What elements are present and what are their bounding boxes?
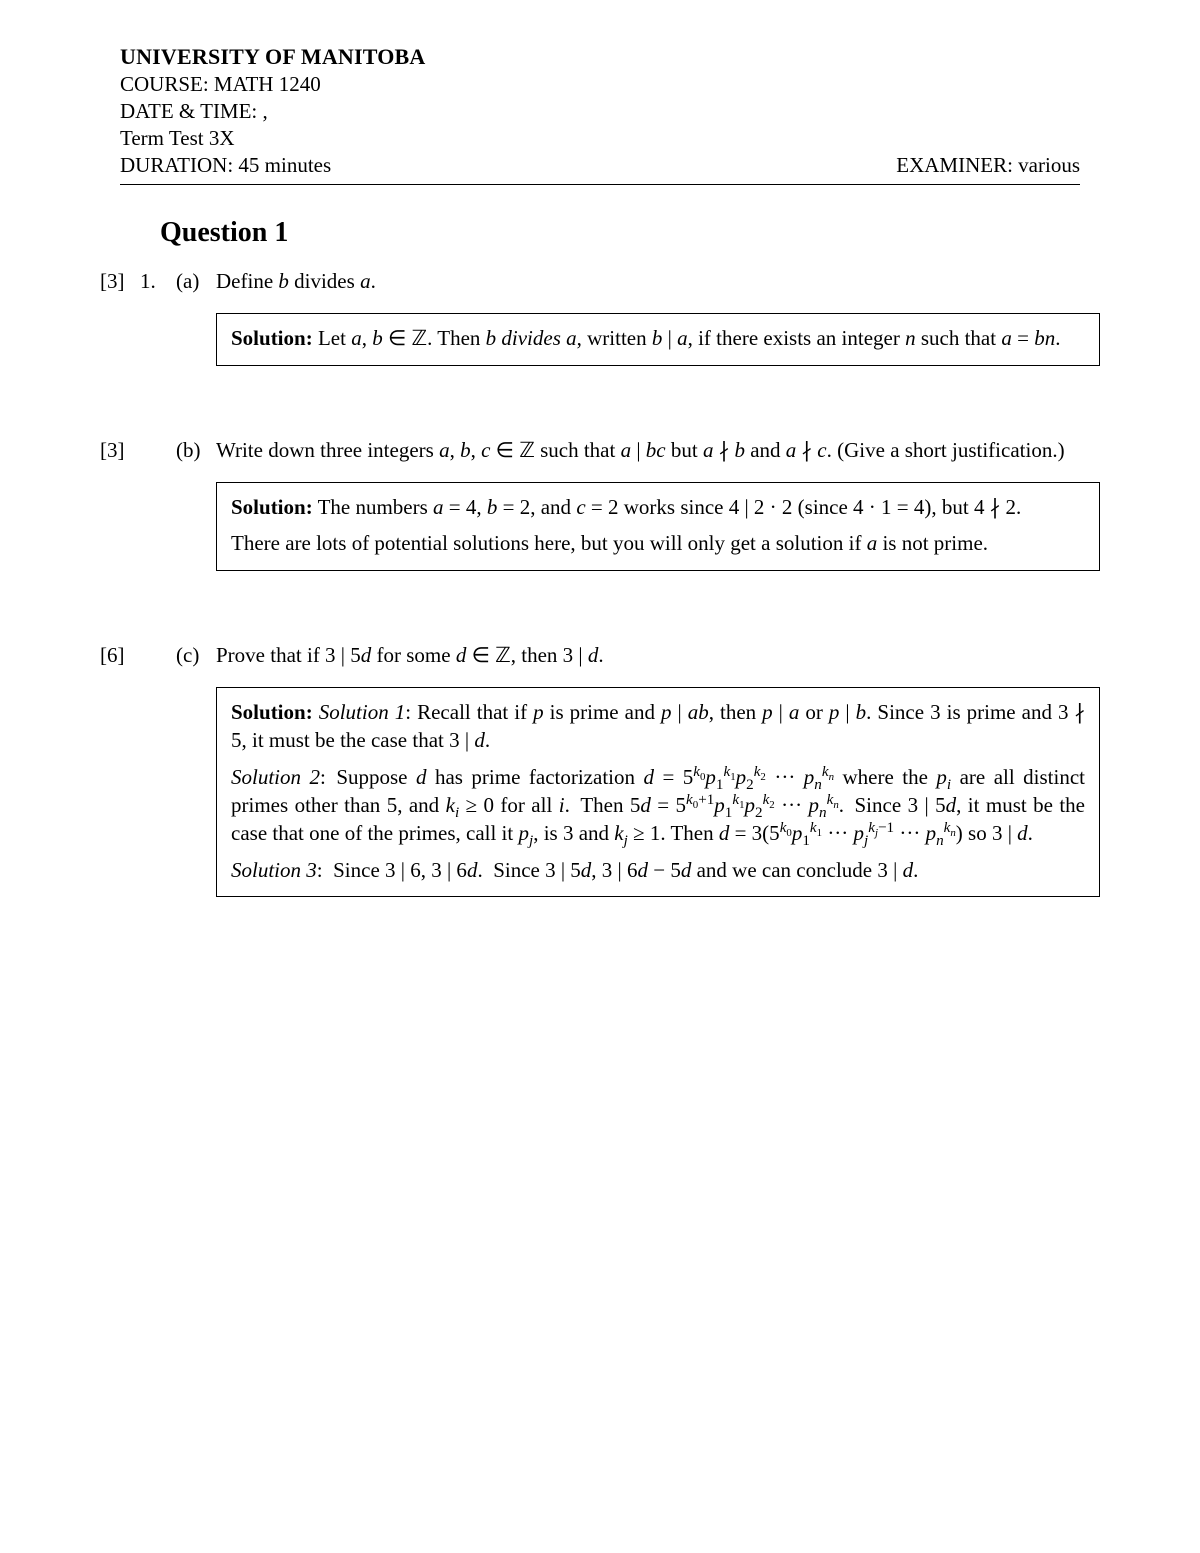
course-line: COURSE: MATH 1240 — [120, 72, 1080, 97]
marks-c: [6] — [100, 641, 140, 669]
marks-b: [3] — [100, 436, 140, 464]
sublabel-b: (b) — [176, 436, 216, 464]
exam-page: UNIVERSITY OF MANITOBA COURSE: MATH 1240… — [0, 0, 1200, 1553]
solution-b: Solution: The numbers a = 4, b = 2, and … — [216, 482, 1100, 571]
sublabel-a: (a) — [176, 267, 216, 295]
sublabel-c: (c) — [176, 641, 216, 669]
question-part-a: [3] 1. (a) Define b divides a. Solution:… — [100, 267, 1100, 366]
solution-c: Solution: Solution 1: Recall that if p i… — [216, 687, 1100, 897]
question-part-c: [6] (c) Prove that if 3 | 5d for some d … — [100, 641, 1100, 897]
datetime-line: DATE & TIME: , — [120, 99, 1080, 124]
prompt-c: Prove that if 3 | 5d for some d ∈ ℤ, the… — [216, 641, 1100, 669]
prompt-a: Define b divides a. — [216, 267, 1100, 295]
test-line: Term Test 3X — [120, 126, 1080, 151]
question-part-b: [3] (b) Write down three integers a, b, … — [100, 436, 1100, 571]
exam-header: UNIVERSITY OF MANITOBA COURSE: MATH 1240… — [120, 44, 1080, 185]
solution-a: Solution: Let a, b ∈ ℤ. Then b divides a… — [216, 313, 1100, 365]
question-title: Question 1 — [160, 217, 1100, 249]
prompt-b: Write down three integers a, b, c ∈ ℤ su… — [216, 436, 1100, 464]
qnum-a: 1. — [140, 267, 176, 295]
university-name: UNIVERSITY OF MANITOBA — [120, 44, 1080, 70]
examiner-line: EXAMINER: various — [896, 153, 1080, 178]
marks-a: [3] — [100, 267, 140, 295]
duration-line: DURATION: 45 minutes — [120, 153, 331, 178]
header-rule — [120, 184, 1080, 185]
